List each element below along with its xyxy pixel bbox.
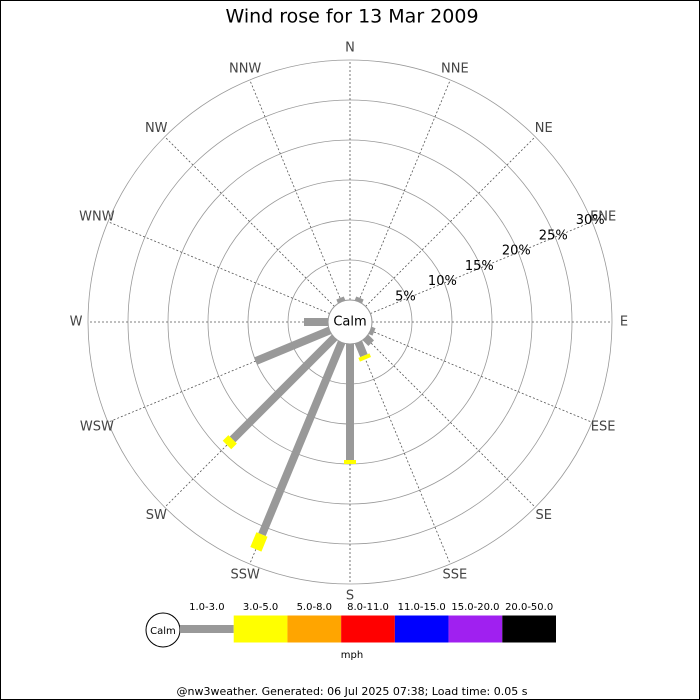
direction-label: ESE [591,419,616,434]
bar-segment [250,532,268,552]
footer: @nw3weather. Generated: 06 Jul 2025 07:3… [177,685,528,698]
legend-calm-label: Calm [150,626,176,637]
legend-unit: mph [341,650,363,661]
direction-label: SSE [442,568,467,583]
bar-segment [336,296,346,304]
legend-label: 8.0-11.0 [347,602,389,613]
direction-label: SSW [230,568,260,583]
direction-label: ENE [590,210,616,225]
legend-swatch [180,625,234,633]
direction-label: NW [145,121,168,136]
legend-label: 5.0-8.0 [297,602,332,613]
bar-segment [229,334,338,443]
direction-label: NE [535,121,553,136]
direction-label: E [620,315,628,330]
spoke [370,330,593,423]
legend-label: 3.0-5.0 [243,602,278,613]
legend-swatch [233,615,288,643]
direction-label: SW [146,508,167,523]
legend-swatch [502,615,556,643]
spoke [107,221,330,314]
direction-label: NNE [441,61,469,76]
spoke [358,79,451,302]
direction-label: N [345,41,355,56]
legend-label: 11.0-15.0 [398,602,446,613]
bar-segment [354,296,364,304]
bar-segment [254,326,332,365]
direction-label: SE [536,508,552,523]
legend-label: 20.0-50.0 [505,602,553,613]
ring-label: 20% [502,244,531,259]
ring-label: 25% [539,228,568,243]
bar-segment [362,334,375,347]
direction-label: WSW [80,419,114,434]
legend-label: 15.0-20.0 [451,602,499,613]
bar-segment [222,435,237,450]
spoke [249,79,342,302]
direction-label: S [346,589,354,604]
spoke [370,221,593,314]
bar-segment [358,353,372,362]
bar-segment [354,340,368,358]
spoke [365,136,536,307]
bar-segment [258,340,346,537]
calm-circle [327,299,373,345]
spoke [358,342,451,565]
legend-label: 1.0-3.0 [189,602,224,613]
direction-label: WNW [79,210,115,225]
legend-swatch [287,615,342,643]
spoke [365,337,536,508]
ring-label: 30% [576,213,605,228]
calm-label: Calm [333,315,366,330]
ring-label: 15% [465,259,494,274]
ring-label: 5% [395,290,416,305]
legend-swatch [394,615,449,643]
bar-segment [368,326,376,336]
legend-swatch [448,615,503,643]
direction-label: W [70,315,83,330]
chart-title: Wind rose for 13 Mar 2009 [225,6,478,28]
ring-label: 10% [428,274,457,289]
legend-swatch [341,615,395,643]
grid-ring [87,59,613,585]
spoke [164,136,335,307]
direction-label: NNW [229,61,261,76]
